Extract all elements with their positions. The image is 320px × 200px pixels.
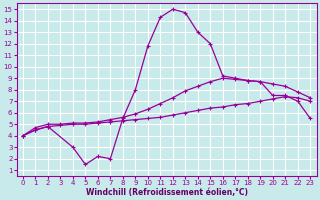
X-axis label: Windchill (Refroidissement éolien,°C): Windchill (Refroidissement éolien,°C): [85, 188, 248, 197]
